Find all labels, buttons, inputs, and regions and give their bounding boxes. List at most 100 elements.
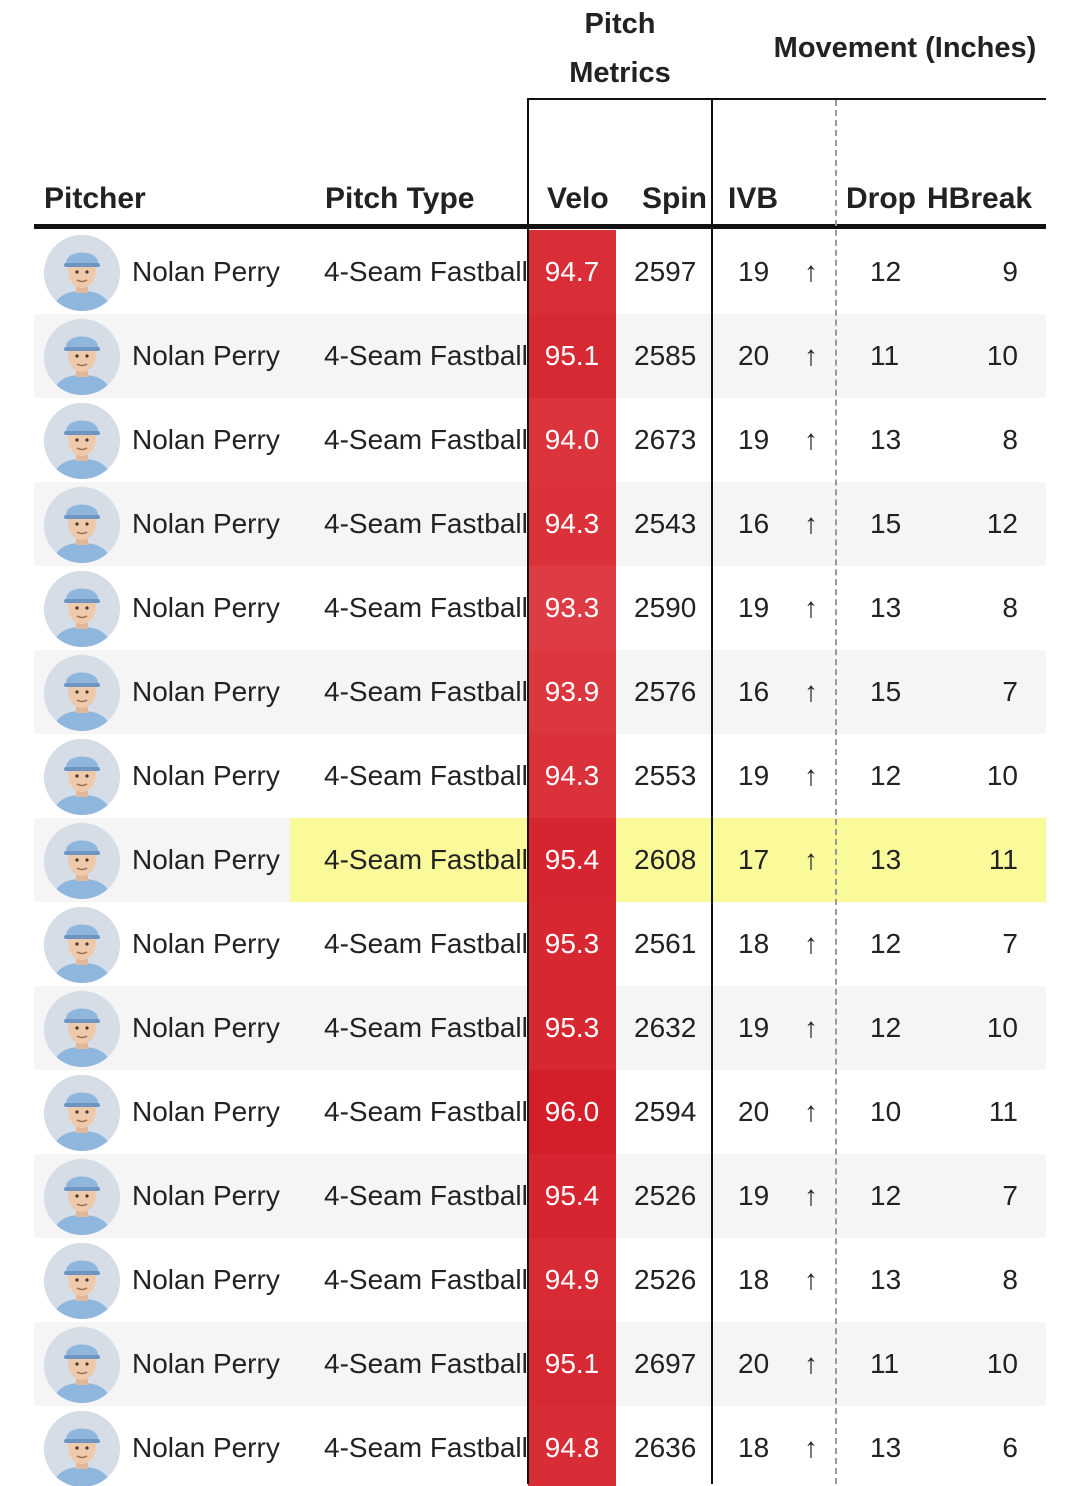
pitcher-avatar <box>44 571 120 647</box>
pitcher-avatar <box>44 655 120 731</box>
hbreak-value: 10 <box>986 760 1018 791</box>
spin-value: 2526 <box>634 1180 697 1211</box>
hbreak-value: 10 <box>986 1348 1018 1379</box>
pitch-type: 4-Seam Fastball <box>324 1180 528 1211</box>
hbreak-value: 7 <box>1002 676 1018 707</box>
table-row[interactable]: Nolan Perry 4-Seam Fastball 95.1 2697 20 ↑ 11 1… <box>34 1322 1046 1406</box>
ivb-arrow-icon: ↑ <box>804 1432 818 1463</box>
col-header-velo[interactable]: Velo <box>547 182 609 215</box>
drop-value: 12 <box>870 1012 902 1043</box>
pitcher-avatar <box>44 1327 120 1403</box>
pitch-metrics-top-rule <box>528 98 712 100</box>
ivb-arrow-icon: ↑ <box>804 256 818 287</box>
ivb-value: 17 <box>738 844 770 875</box>
row-highlight <box>616 818 1046 902</box>
pitcher-avatar <box>44 739 120 815</box>
spin-value: 2553 <box>634 760 697 791</box>
pitch-type: 4-Seam Fastball <box>324 1012 528 1043</box>
velo-value: 93.9 <box>528 650 616 734</box>
pitcher-name: Nolan Perry <box>132 1012 280 1043</box>
pitcher-name: Nolan Perry <box>132 1432 280 1463</box>
spin-value: 2526 <box>634 1264 697 1295</box>
pitcher-avatar <box>44 403 120 479</box>
pitcher-name: Nolan Perry <box>132 592 280 623</box>
pitcher-avatar <box>44 1411 120 1486</box>
pitcher-name: Nolan Perry <box>132 844 280 875</box>
drop-value: 13 <box>870 1264 902 1295</box>
pitcher-name: Nolan Perry <box>132 508 280 539</box>
pitch-metrics-right-border <box>711 98 713 1484</box>
table-row[interactable]: Nolan Perry 4-Seam Fastball 93.3 2590 19 ↑ 13 8 <box>34 566 1046 650</box>
ivb-arrow-icon: ↑ <box>804 928 818 959</box>
movement-header: Movement (Inches) <box>773 32 1037 64</box>
pitcher-avatar <box>44 1243 120 1319</box>
velo-value: 93.3 <box>528 566 616 650</box>
spin-value: 2543 <box>634 508 697 539</box>
header-divider <box>34 224 1046 229</box>
pitcher-name: Nolan Perry <box>132 1264 280 1295</box>
table-row[interactable]: Nolan Perry 4-Seam Fastball 95.4 2526 19 ↑ 12 7 <box>34 1154 1046 1238</box>
col-header-spin[interactable]: Spin <box>642 182 707 215</box>
table-row[interactable]: Nolan Perry 4-Seam Fastball 94.7 2597 19 ↑ 12 9 <box>34 230 1046 314</box>
col-header-pitch-type[interactable]: Pitch Type <box>325 182 475 215</box>
ivb-arrow-icon: ↑ <box>804 1264 818 1295</box>
pitch-type: 4-Seam Fastball <box>324 592 528 623</box>
drop-value: 15 <box>870 676 902 707</box>
hbreak-value: 7 <box>1002 928 1018 959</box>
col-header-hbreak[interactable]: HBreak <box>927 182 1033 215</box>
pitch-type: 4-Seam Fastball <box>324 676 528 707</box>
pitch-type: 4-Seam Fastball <box>324 1264 528 1295</box>
table-row[interactable]: Nolan Perry 4-Seam Fastball 94.9 2526 18 ↑ 13 8 <box>34 1238 1046 1322</box>
velo-value: 95.1 <box>528 1322 616 1406</box>
pitch-type: 4-Seam Fastball <box>324 340 528 371</box>
drop-value: 15 <box>870 508 902 539</box>
ivb-arrow-icon: ↑ <box>804 676 818 707</box>
drop-value: 12 <box>870 760 902 791</box>
col-header-pitcher[interactable]: Pitcher <box>44 182 146 215</box>
velo-value: 95.4 <box>528 818 616 902</box>
pitcher-avatar <box>44 319 120 395</box>
pitcher-name: Nolan Perry <box>132 676 280 707</box>
pitch-type: 4-Seam Fastball <box>324 1432 528 1463</box>
velo-value: 94.8 <box>528 1406 616 1486</box>
hbreak-value: 8 <box>1002 1264 1018 1295</box>
pitcher-avatar <box>44 1159 120 1235</box>
pitcher-name: Nolan Perry <box>132 256 280 287</box>
table-row[interactable]: Nolan Perry 4-Seam Fastball 94.0 2673 19 ↑ 13 8 <box>34 398 1046 482</box>
table-row[interactable]: Nolan Perry 4-Seam Fastball 94.8 2636 18 ↑ 13 6 <box>34 1406 1046 1486</box>
table-row[interactable]: Nolan Perry 4-Seam Fastball 96.0 2594 20 ↑ 10 1… <box>34 1070 1046 1154</box>
drop-value: 12 <box>870 256 902 287</box>
velo-value: 95.1 <box>528 314 616 398</box>
table-row[interactable]: Nolan Perry 4-Seam Fastball 94.3 2553 19 ↑ 12 1… <box>34 734 1046 818</box>
ivb-arrow-icon: ↑ <box>804 844 818 875</box>
pitcher-name: Nolan Perry <box>132 1096 280 1127</box>
table-row[interactable]: Nolan Perry 4-Seam Fastball 95.4 2608 17 ↑ 13 1… <box>34 818 1046 902</box>
col-header-drop[interactable]: Drop <box>846 182 916 215</box>
ivb-value: 19 <box>738 760 770 791</box>
ivb-arrow-icon: ↑ <box>804 1180 818 1211</box>
table-row[interactable]: Nolan Perry 4-Seam Fastball 95.3 2632 19 ↑ 12 1… <box>34 986 1046 1070</box>
pitch-type: 4-Seam Fastball <box>324 760 528 791</box>
table-row[interactable]: Nolan Perry 4-Seam Fastball 95.1 2585 20 ↑ 11 1… <box>34 314 1046 398</box>
drop-value: 11 <box>870 1348 900 1379</box>
pitcher-name: Nolan Perry <box>132 424 280 455</box>
pitch-metrics-header-line-2: Metrics <box>569 57 671 89</box>
drop-value: 13 <box>870 424 902 455</box>
col-header-ivb[interactable]: IVB <box>728 182 779 215</box>
pitch-type: 4-Seam Fastball <box>324 844 528 875</box>
table-row[interactable]: Nolan Perry 4-Seam Fastball 93.9 2576 16 ↑ 15 7 <box>34 650 1046 734</box>
ivb-value: 16 <box>738 508 770 539</box>
hbreak-value: 12 <box>986 508 1018 539</box>
ivb-value: 19 <box>738 1180 770 1211</box>
drop-value: 11 <box>870 340 900 371</box>
hbreak-value: 11 <box>988 1096 1018 1127</box>
drop-value: 13 <box>870 592 902 623</box>
table-row[interactable]: Nolan Perry 4-Seam Fastball 94.3 2543 16 ↑ 15 1… <box>34 482 1046 566</box>
ivb-value: 18 <box>738 1264 770 1295</box>
ivb-value: 19 <box>738 256 770 287</box>
spin-value: 2576 <box>634 676 697 707</box>
pitcher-avatar <box>44 991 120 1067</box>
drop-value: 10 <box>870 1096 902 1127</box>
table-row[interactable]: Nolan Perry 4-Seam Fastball 95.3 2561 18 ↑ 12 7 <box>34 902 1046 986</box>
ivb-value: 20 <box>738 1096 770 1127</box>
